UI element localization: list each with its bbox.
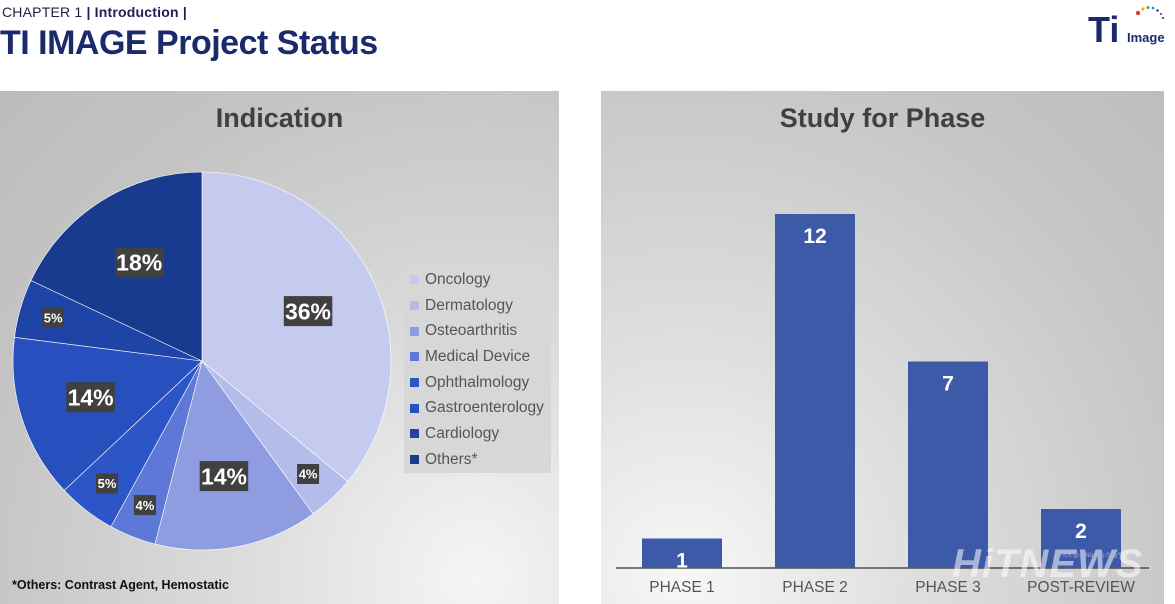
legend-item: Dermatology [404,293,551,319]
hitnews-watermark: HiTNEWS 바이오헬스 No.1 뉴스 플랫폼 [952,542,1143,586]
pie-label-0: 36% [283,296,333,327]
legend-label: Gastroenterology [425,399,544,417]
legend-swatch [410,378,419,388]
bar-phase-2 [775,214,855,568]
footnote: *Others: Contrast Agent, Hemostatic [12,578,229,592]
legend-swatch [410,301,419,311]
pie-label-text: 5% [98,476,117,491]
legend-swatch [410,352,419,362]
indication-panel: Indication 36% 4% 14% 4% 5% 14% 5% 18% Oncology… [0,91,559,604]
pie-label-text: 36% [285,298,331,324]
bar-value-label: 12 [803,225,826,248]
x-tick-label: PHASE 2 [782,579,847,596]
legend-label: Oncology [425,270,491,288]
legend-swatch [410,275,419,285]
pie-slice-gastroenterology [12,336,203,491]
legend-label: Cardiology [425,424,500,442]
pie-legend: Oncology Dermatology Osteoarthritis Medical… [404,267,551,473]
chapter-label: CHAPTER 1 | Introduction | [2,4,187,20]
legend-item: Medical Device [404,344,551,370]
pie-chart-title: Indication [215,103,344,133]
ti-image-logo: Ti Image [1088,6,1165,48]
legend-swatch [410,403,419,413]
pie-label-text: 4% [299,467,318,482]
legend-item: Osteoarthritis [404,318,551,344]
watermark-sub-text: 바이오헬스 No.1 뉴스 플랫폼 [1056,551,1129,559]
pie-label-text: 18% [116,249,162,275]
legend-swatch [410,429,419,439]
pie-slice-oncology [201,171,392,482]
bar-value-label: 1 [676,550,688,573]
legend-label: Ophthalmology [425,373,530,391]
pie-label-4: 5% [96,473,118,494]
page-title: TI IMAGE Project Status [0,24,378,62]
indication-pie-chart: 36% 4% 14% 4% 5% 14% 5% 18% [12,171,392,551]
chapter-number: CHAPTER 1 [2,4,83,20]
legend-label: Medical Device [425,347,531,365]
bar-phase-3 [908,361,988,568]
legend-item: Ophthalmology [404,370,551,396]
bar-phase-1 [642,538,722,568]
pie-label-2: 14% [199,461,249,492]
pie-label-text: 4% [136,498,155,513]
logo-dots [1135,6,1164,19]
legend-item: Oncology [404,267,551,293]
bar-post-review [1041,509,1121,568]
logo-sub-text: Image [1127,30,1165,45]
legend-swatch [410,455,419,465]
pie-label-6: 5% [42,307,65,328]
bar-value-label: 7 [942,373,954,396]
x-tick-label: PHASE 3 [915,579,980,596]
legend-item: Others* [404,447,551,473]
legend-label: Others* [425,450,478,468]
pie-label-text: 14% [68,385,114,411]
pie-label-text: 5% [44,310,63,325]
legend-swatch [410,326,419,336]
pie-label-text: 14% [201,463,247,489]
phase-panel: Study for Phase 1 PHASE 1 12 PHASE 2 7 PHASE … [601,91,1164,604]
bar-value-label: 2 [1075,520,1087,543]
pie-label-3: 4% [133,495,156,516]
legend-item: Cardiology [404,421,551,447]
pie-label-7: 18% [115,247,164,278]
watermark-main-text: HiTNEWS [952,542,1143,586]
logo-main-text: Ti [1088,9,1119,48]
phase-bar-chart: 1 PHASE 1 12 PHASE 2 7 PHASE 3 2 POST-REVIEW [616,214,1149,596]
pie-label-5: 14% [66,382,115,413]
legend-label: Osteoarthritis [425,322,518,340]
x-tick-label: POST-REVIEW [1027,579,1135,596]
chapter-section: | Introduction | [86,4,187,20]
legend-item: Gastroenterology [404,395,551,421]
x-tick-label: PHASE 1 [649,579,714,596]
pie-label-1: 4% [297,464,320,484]
bar-chart-title: Study for Phase [779,103,986,133]
legend-label: Dermatology [425,296,513,314]
pie-slice-osteoarthritis [154,360,314,551]
